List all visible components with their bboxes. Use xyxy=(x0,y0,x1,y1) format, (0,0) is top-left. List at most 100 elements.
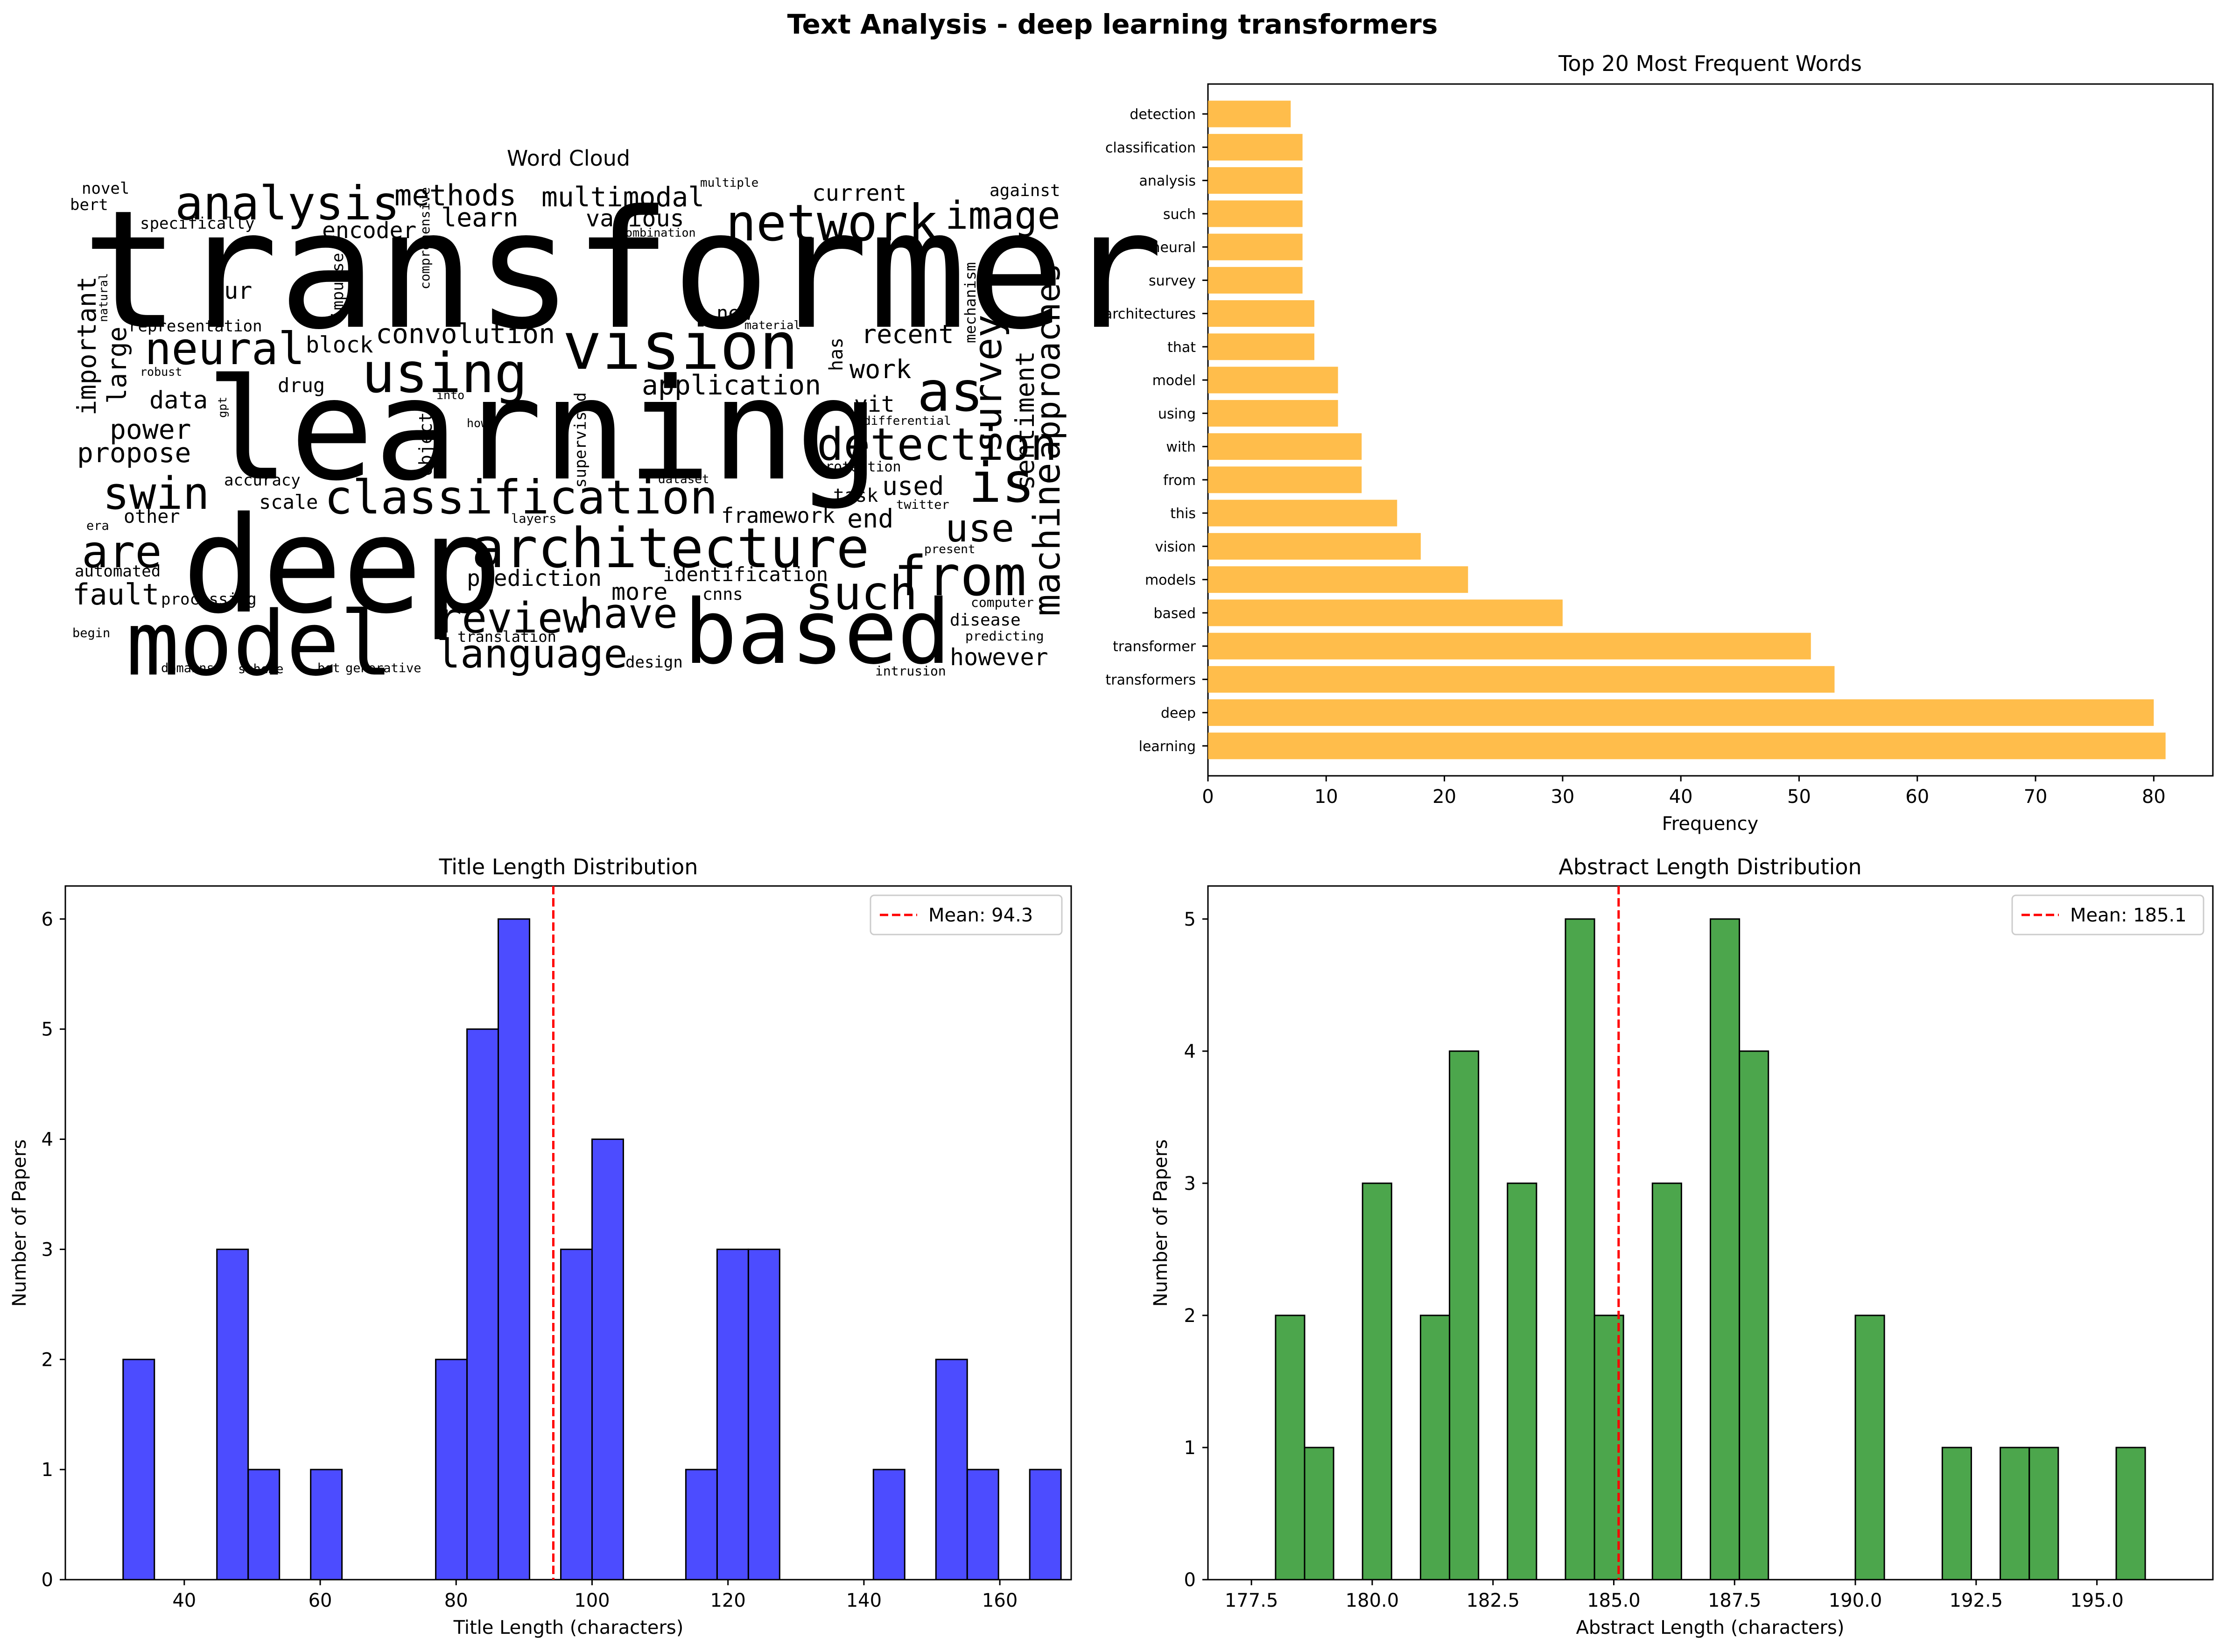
title-hist-ylabel: Number of Papers xyxy=(9,1139,30,1307)
word-model: model xyxy=(126,592,393,696)
word-using: using xyxy=(362,341,527,405)
xtick-label: 182.5 xyxy=(1466,1590,1520,1611)
bar-learning xyxy=(1208,732,2166,759)
abstract-hist-bar xyxy=(1565,918,1595,1581)
word-combination: combination xyxy=(618,226,696,239)
ytick-label-learning: learning xyxy=(1139,738,1196,755)
word-has: has xyxy=(826,337,847,371)
word-gpt: gpt xyxy=(216,397,229,418)
abstract-hist-ylabel: Number of Papers xyxy=(1150,1139,1172,1307)
abstract-hist-bar xyxy=(1710,918,1741,1581)
xtick-label: 190.0 xyxy=(1829,1590,1882,1611)
bar-chart-title: Top 20 Most Frequent Words xyxy=(1558,51,1862,76)
ytick-label: 4 xyxy=(1184,1041,1196,1062)
abstract-hist-bar xyxy=(1362,1182,1392,1581)
word-current: current xyxy=(812,180,906,206)
word-vision: vision xyxy=(562,309,799,385)
title-hist-bar xyxy=(966,1469,999,1581)
word-comprehensive: comprehensive xyxy=(417,187,433,289)
title-hist-bar xyxy=(685,1469,718,1581)
word-however: however xyxy=(950,644,1048,671)
abstract-hist-bar xyxy=(1449,1050,1480,1581)
abstract-hist-legend-box xyxy=(2011,894,2204,935)
bar-that xyxy=(1208,333,1314,360)
bar-neural xyxy=(1208,233,1303,260)
ytick-label-detection: detection xyxy=(1130,106,1196,123)
title-hist-bar xyxy=(560,1248,593,1581)
word-such: such xyxy=(805,566,918,620)
word-convolution: convolution xyxy=(376,318,555,350)
word-intrusion: intrusion xyxy=(875,663,946,679)
ytick-label-based: based xyxy=(1153,605,1196,622)
ytick-label: 2 xyxy=(1184,1305,1196,1327)
word-large: large xyxy=(102,326,132,404)
xtick-label: 20 xyxy=(1432,786,1456,808)
word-against: against xyxy=(990,181,1060,200)
word-protection: protection xyxy=(817,459,901,475)
bar-architectures xyxy=(1208,300,1314,327)
ytick-label: 5 xyxy=(42,1019,53,1040)
figure-title: Text Analysis - deep learning transforme… xyxy=(787,8,1438,40)
word-survey: survey xyxy=(966,315,1011,453)
bar-models xyxy=(1208,566,1468,593)
word-dataset: dataset xyxy=(658,472,709,486)
word-computer: computer xyxy=(971,595,1034,610)
ytick-label-transformer: transformer xyxy=(1113,639,1196,655)
word-novel: novel xyxy=(82,179,129,198)
word-neural: neural xyxy=(145,323,305,375)
word-propose: propose xyxy=(77,437,191,469)
xtick-label: 100 xyxy=(574,1590,610,1611)
ytick-label-classification: classification xyxy=(1105,140,1196,156)
abstract-hist-bar xyxy=(2028,1447,2059,1581)
word-work: work xyxy=(849,354,911,384)
word-based: based xyxy=(684,581,951,684)
xtick-label: 80 xyxy=(444,1590,468,1611)
abstract-hist-bar xyxy=(1304,1447,1334,1581)
word-data: data xyxy=(149,387,208,415)
abstract-length-histogram: Abstract Length Distribution 177.5 180.0 1… xyxy=(1150,854,2214,1638)
ytick-label: 2 xyxy=(42,1349,53,1371)
word-various: various xyxy=(586,205,684,232)
abstract-hist-bar xyxy=(1651,1182,1682,1581)
abstract-hist-bar xyxy=(1941,1447,1972,1581)
word-learning: learning xyxy=(205,349,880,512)
xtick-label: 120 xyxy=(710,1590,745,1611)
title-hist-bar xyxy=(122,1358,155,1581)
word-approaches: approaches xyxy=(1029,263,1067,460)
ytick-label-analysis: analysis xyxy=(1139,173,1196,190)
word-predicting: predicting xyxy=(965,628,1044,644)
bar-survey xyxy=(1208,267,1303,294)
ytick-label: 6 xyxy=(42,909,53,930)
word-encoder: encoder xyxy=(322,218,416,244)
ytick-label-from: from xyxy=(1163,472,1196,489)
abstract-hist-xlabel: Abstract Length (characters) xyxy=(1576,1617,1845,1638)
word-processing: processing xyxy=(161,590,257,609)
bar-detection xyxy=(1208,100,1291,127)
abstract-hist-legend-label: Mean: 185.1 xyxy=(2070,905,2187,926)
bar-with xyxy=(1208,433,1362,460)
bar-chart-xlabel: Frequency xyxy=(1662,813,1759,835)
word-multiple: multiple xyxy=(700,176,758,190)
frequency-bar-chart: Top 20 Most Frequent Words learning deep t… xyxy=(1104,51,2214,835)
word-from: from xyxy=(894,544,1026,608)
title-hist-bar xyxy=(1029,1469,1062,1581)
word-accuracy: accuracy xyxy=(224,471,301,490)
word-language: language xyxy=(436,631,627,677)
ytick-label-models: models xyxy=(1145,572,1196,589)
word-domains: domains xyxy=(161,661,214,675)
ytick-label: 0 xyxy=(1184,1569,1196,1591)
word-identification: identification xyxy=(663,563,828,586)
word-era: era xyxy=(86,519,109,533)
bar-transformer xyxy=(1208,633,1811,660)
title-hist-bar xyxy=(935,1358,968,1581)
bar-this xyxy=(1208,499,1397,527)
word-new: new xyxy=(716,302,752,324)
bar-plot-area: learning deep transformers transformer based… xyxy=(1104,83,2214,808)
word-machine: machine xyxy=(1026,463,1068,616)
word-more: more xyxy=(611,578,667,605)
word-is: is xyxy=(969,450,1035,515)
word-power: power xyxy=(110,414,191,445)
bar-classification xyxy=(1208,134,1303,161)
word-review: review xyxy=(436,594,589,643)
ytick-label: 3 xyxy=(42,1239,53,1260)
